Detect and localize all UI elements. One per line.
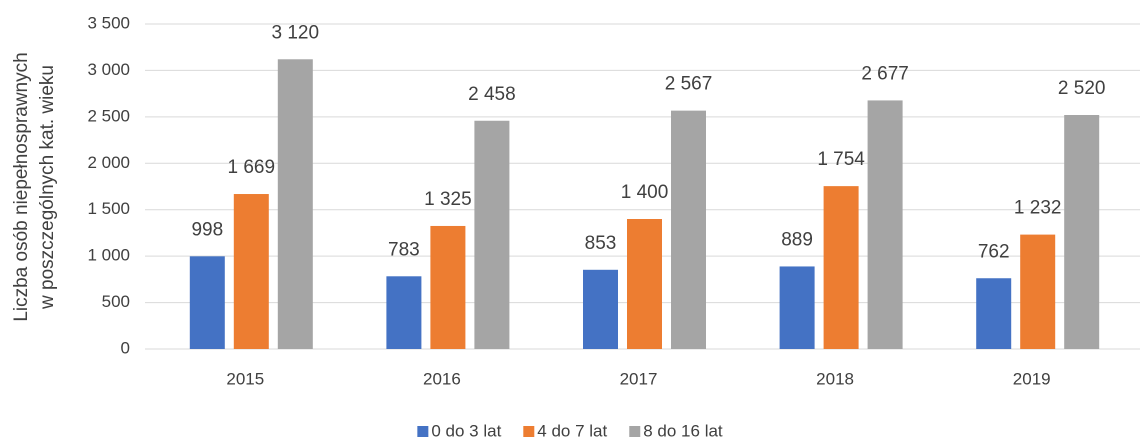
bar: [976, 278, 1012, 349]
value-label: 998: [191, 219, 223, 240]
y-tick-label: 2 500: [87, 106, 130, 125]
value-label: 783: [388, 239, 420, 260]
x-tick-label: 2019: [1013, 369, 1051, 388]
bar: [1020, 234, 1056, 349]
bar: [1064, 115, 1100, 349]
value-label: 1 325: [424, 189, 472, 210]
legend-swatch: [417, 426, 429, 437]
y-tick-label: 500: [102, 292, 130, 311]
bar: [627, 219, 662, 349]
value-label: 1 232: [1014, 198, 1062, 219]
y-axis-label: w poszczególnych kat. wieku: [37, 65, 58, 310]
legend-swatch: [523, 426, 535, 437]
bar: [671, 110, 706, 349]
x-tick-label: 2018: [816, 369, 854, 388]
value-label: 1 754: [817, 149, 865, 170]
value-label: 3 120: [272, 22, 320, 43]
value-label: 2 567: [665, 74, 713, 95]
bar: [277, 59, 313, 350]
y-tick-label: 3 500: [87, 13, 130, 32]
bar: [189, 256, 225, 349]
value-label: 853: [585, 233, 617, 254]
legend-label: 4 do 7 lat: [537, 421, 607, 440]
value-label: 762: [978, 241, 1010, 262]
legend-label: 0 do 3 lat: [431, 421, 501, 440]
y-tick-label: 0: [121, 338, 130, 357]
value-label: 2 677: [861, 63, 909, 84]
bar: [233, 194, 269, 349]
value-label: 2 520: [1058, 78, 1106, 99]
bar: [474, 120, 510, 349]
x-tick-label: 2017: [620, 369, 658, 388]
x-tick-label: 2015: [226, 369, 264, 388]
legend-label: 8 do 16 lat: [643, 421, 723, 440]
legend-swatch: [629, 426, 641, 437]
y-tick-label: 1 000: [87, 246, 130, 265]
value-label: 889: [781, 229, 813, 250]
value-label: 1 669: [228, 157, 276, 178]
bar: [867, 100, 903, 350]
bar: [583, 269, 618, 349]
bar: [386, 276, 422, 349]
value-label: 2 458: [468, 84, 516, 105]
bar: [779, 266, 815, 349]
value-label: 1 400: [621, 182, 669, 203]
bar: [823, 186, 859, 349]
y-tick-label: 1 500: [87, 199, 130, 218]
x-tick-label: 2016: [423, 369, 461, 388]
bar: [430, 225, 466, 349]
y-tick-label: 3 000: [87, 60, 130, 79]
y-tick-label: 2 000: [87, 153, 130, 172]
y-axis-label: Liczba osób niepełnosprawnych: [11, 52, 32, 321]
